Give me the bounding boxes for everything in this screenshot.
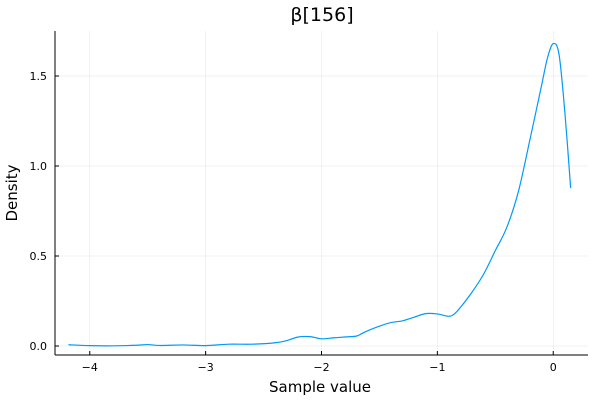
x-axis-label: Sample value (269, 378, 371, 396)
y-axis-label: Density (3, 164, 21, 221)
tick-labels: −4 −3 −2 −1 0 0.0 0.5 1.0 1.5 (30, 70, 557, 374)
x-tick-label: −4 (82, 361, 98, 374)
x-tick-label: −2 (313, 361, 329, 374)
y-tick-label: 0.5 (30, 250, 48, 263)
axes (54, 31, 588, 356)
chart-title: β[156] (290, 4, 353, 26)
x-tick-label: 0 (550, 361, 557, 374)
series-layer (68, 42, 572, 347)
grid (55, 31, 588, 355)
y-tick-label: 0.0 (30, 340, 48, 353)
x-tick-label: −1 (429, 361, 445, 374)
x-tick-label: −3 (198, 361, 214, 374)
density-line (68, 42, 572, 347)
y-tick-label: 1.0 (30, 160, 48, 173)
y-tick-label: 1.5 (30, 70, 48, 83)
